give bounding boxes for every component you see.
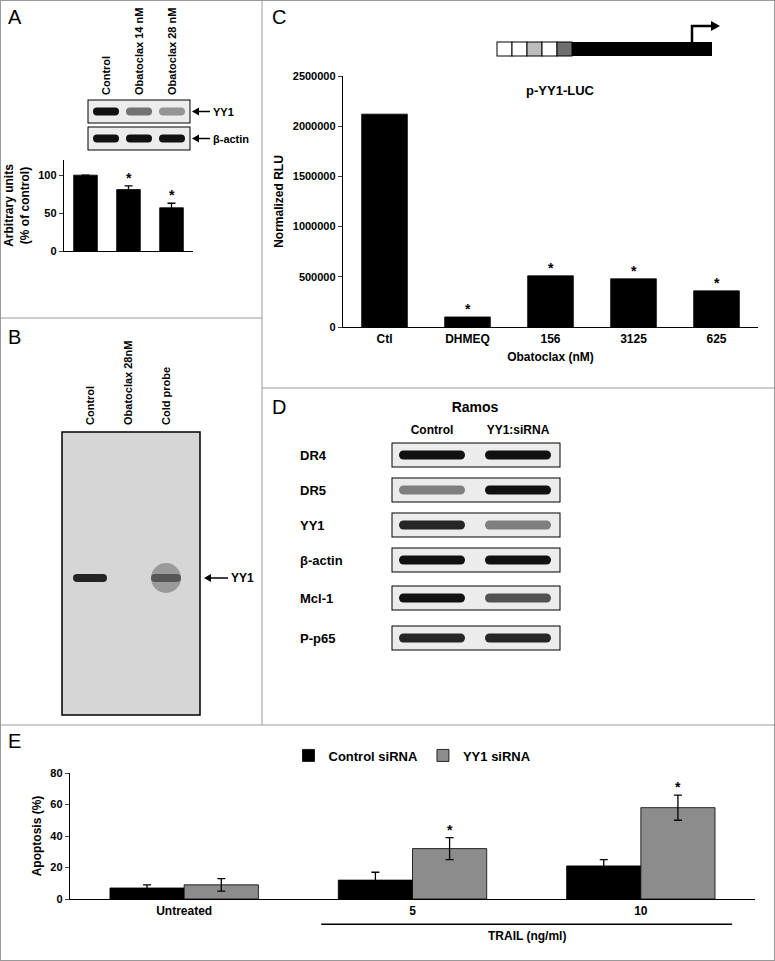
svg-text:Mcl-1: Mcl-1 [300, 591, 333, 606]
svg-text:10: 10 [634, 904, 648, 918]
svg-text:1500000: 1500000 [293, 170, 336, 182]
svg-text:A: A [8, 6, 22, 28]
svg-text:3125: 3125 [620, 332, 647, 346]
svg-text:80: 80 [50, 767, 62, 779]
svg-text:20: 20 [50, 861, 62, 873]
svg-text:DR4: DR4 [300, 448, 327, 463]
svg-text:DR5: DR5 [300, 483, 326, 498]
svg-text:625: 625 [706, 332, 726, 346]
svg-text:Obatoclax 14 nM: Obatoclax 14 nM [133, 8, 145, 95]
svg-text:Cold probe: Cold probe [160, 367, 172, 425]
svg-text:Apoptosis (%): Apoptosis (%) [30, 796, 44, 877]
svg-text:B: B [8, 326, 21, 348]
svg-text:YY1: YY1 [300, 518, 325, 533]
svg-text:156: 156 [540, 332, 560, 346]
svg-text:40: 40 [50, 830, 62, 842]
svg-text:β-actin: β-actin [213, 133, 249, 145]
svg-text:Obatoclax 28nM: Obatoclax 28nM [122, 341, 134, 425]
svg-text:YY1:siRNA: YY1:siRNA [487, 423, 550, 437]
svg-text:*: * [447, 822, 453, 838]
svg-text:*: * [126, 170, 132, 186]
svg-text:p-YY1-LUC: p-YY1-LUC [526, 83, 595, 98]
svg-text:*: * [631, 263, 637, 279]
svg-text:2000000: 2000000 [293, 120, 336, 132]
svg-text:*: * [548, 260, 554, 276]
svg-text:Control: Control [84, 386, 96, 425]
svg-text:D: D [272, 396, 286, 418]
svg-text:0: 0 [56, 893, 62, 905]
svg-text:0: 0 [329, 321, 335, 333]
svg-text:Normalized RLU: Normalized RLU [272, 155, 286, 248]
svg-text:Control: Control [411, 423, 454, 437]
svg-text:*: * [714, 275, 720, 291]
svg-text:*: * [169, 187, 175, 203]
svg-text:500000: 500000 [299, 271, 336, 283]
svg-text:Untreated: Untreated [156, 904, 212, 918]
svg-text:C: C [272, 6, 286, 28]
svg-text:1000000: 1000000 [293, 220, 336, 232]
svg-text:E: E [8, 730, 21, 752]
svg-text:*: * [465, 301, 471, 317]
svg-text:60: 60 [50, 798, 62, 810]
svg-text:P-p65: P-p65 [300, 631, 335, 646]
svg-text:YY1: YY1 [213, 106, 234, 118]
svg-text:Ramos: Ramos [452, 399, 499, 415]
svg-text:Ctl: Ctl [377, 332, 393, 346]
svg-text:β-actin: β-actin [300, 553, 343, 568]
svg-text:Control: Control [100, 56, 112, 95]
svg-text:5: 5 [409, 904, 416, 918]
svg-text:DHMEQ: DHMEQ [445, 332, 490, 346]
svg-text:Arbitrary units(% of control): Arbitrary units(% of control) [2, 164, 32, 247]
svg-text:TRAIL (ng/ml): TRAIL (ng/ml) [488, 929, 566, 943]
svg-text:0: 0 [50, 245, 56, 257]
svg-text:Obatoclax 28 nM: Obatoclax 28 nM [166, 8, 178, 95]
svg-text:*: * [675, 779, 681, 795]
svg-text:YY1 siRNA: YY1 siRNA [463, 749, 531, 764]
svg-text:Control siRNA: Control siRNA [329, 749, 418, 764]
svg-text:2500000: 2500000 [293, 70, 336, 82]
svg-text:YY1: YY1 [231, 571, 254, 585]
svg-text:100: 100 [38, 169, 56, 181]
svg-text:50: 50 [44, 207, 56, 219]
svg-text:Obatoclax (nM): Obatoclax (nM) [507, 350, 594, 364]
